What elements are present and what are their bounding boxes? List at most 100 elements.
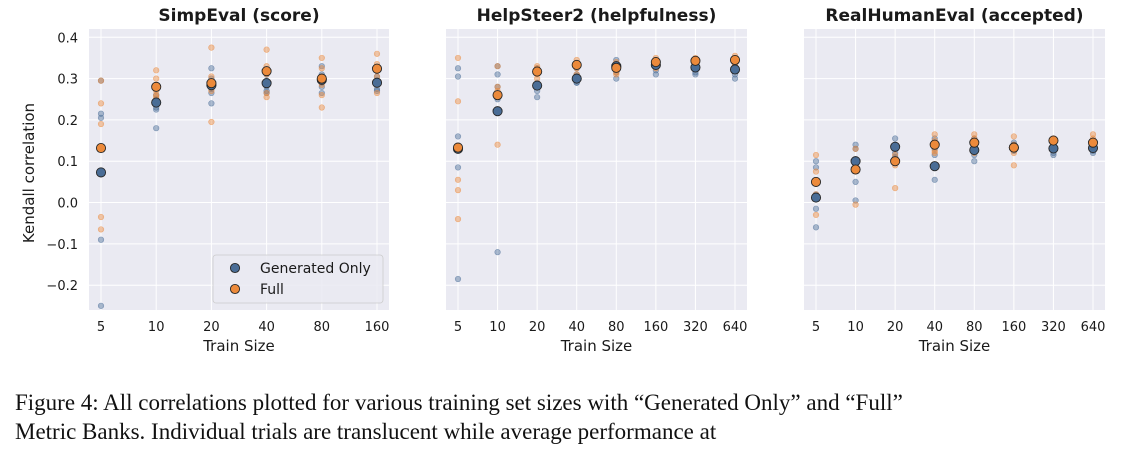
trial-point-full xyxy=(812,211,820,219)
mean-point-full xyxy=(1048,135,1059,146)
mean-point-full xyxy=(729,54,741,66)
trial-point-full xyxy=(373,89,381,97)
legend-marker-full xyxy=(229,283,241,295)
mean-point-generated xyxy=(929,161,940,172)
trial-point-full xyxy=(454,215,462,223)
mean-point-generated xyxy=(492,106,503,117)
trial-point-full xyxy=(494,141,501,148)
trial-point-full xyxy=(1010,133,1017,140)
mean-point-generated xyxy=(371,77,383,88)
trial-point-full xyxy=(263,46,270,53)
trial-point-full xyxy=(454,98,462,105)
x-tick-label: 640 xyxy=(723,320,748,335)
trial-point-generated xyxy=(494,71,501,78)
x-tick-label: 320 xyxy=(1041,320,1066,335)
trial-point-full xyxy=(454,187,462,194)
mean-point-full xyxy=(151,81,162,92)
x-tick-label: 10 xyxy=(148,320,165,335)
trial-point-full xyxy=(153,67,160,74)
y-tick-label: 0.4 xyxy=(57,31,78,46)
trial-point-generated xyxy=(892,135,899,142)
x-tick-label: 5 xyxy=(97,320,105,335)
x-tick-label: 40 xyxy=(926,320,943,335)
mean-point-full xyxy=(1087,137,1099,148)
plot-area xyxy=(446,29,747,310)
panel-3: 5 10 20 40 80 160 320 640 Train Size RealHumanEva… xyxy=(804,6,1105,355)
trial-point-generated xyxy=(454,133,462,140)
legend: Generated Only Full xyxy=(212,254,384,304)
mean-point-full xyxy=(571,59,582,71)
mean-point-full xyxy=(611,62,622,73)
trial-point-generated xyxy=(454,275,462,283)
x-tick-label: 160 xyxy=(1001,320,1026,335)
panel-title: RealHumanEval (accepted) xyxy=(825,6,1083,26)
trial-point-generated xyxy=(971,158,978,165)
x-tick-label: 80 xyxy=(608,320,625,335)
plot-area xyxy=(804,29,1105,310)
trial-point-full xyxy=(454,176,462,183)
trial-point-full xyxy=(931,149,938,157)
y-tick-label: 0.0 xyxy=(57,197,78,212)
x-tick-label: 5 xyxy=(454,320,462,335)
trial-point-generated xyxy=(494,249,501,256)
mean-point-full xyxy=(690,55,701,66)
trial-point-full xyxy=(373,50,381,57)
trial-point-full xyxy=(494,63,501,70)
mean-point-generated xyxy=(95,167,107,178)
trial-point-full xyxy=(852,145,859,152)
mean-point-full xyxy=(371,63,383,74)
trial-point-generated xyxy=(263,87,270,95)
mean-point-full xyxy=(810,176,822,187)
legend-label: Generated Only xyxy=(260,261,371,277)
trial-point-full xyxy=(931,131,938,138)
trial-point-generated xyxy=(812,224,820,231)
x-axis-label: Train Size xyxy=(918,337,991,355)
mean-point-generated xyxy=(261,78,272,89)
legend-marker-generated xyxy=(229,262,241,274)
x-tick-label: 10 xyxy=(847,320,864,335)
panel-title: HelpSteer2 (helpfulness) xyxy=(477,6,717,26)
legend-box xyxy=(212,254,384,304)
trial-point-generated xyxy=(731,75,739,82)
trial-point-generated xyxy=(812,158,820,165)
trial-point-full xyxy=(153,75,160,82)
mean-point-generated xyxy=(810,192,822,203)
trial-point-generated xyxy=(97,236,105,243)
caption-line-2: Metric Banks. Individual trials are tran… xyxy=(15,419,717,444)
trial-point-generated xyxy=(208,100,215,107)
trial-point-full xyxy=(97,77,105,84)
trial-point-full xyxy=(97,100,105,107)
trial-point-generated xyxy=(153,106,160,113)
x-tick-label: 160 xyxy=(365,320,390,335)
trial-point-generated xyxy=(208,65,215,72)
mean-point-full xyxy=(316,73,327,84)
trial-point-generated xyxy=(454,65,462,72)
mean-point-full xyxy=(1008,142,1019,153)
mean-point-full xyxy=(929,139,940,150)
trial-point-generated xyxy=(208,89,215,97)
mean-point-full xyxy=(206,78,217,89)
trial-point-generated xyxy=(812,205,820,212)
x-tick-label: 20 xyxy=(887,320,904,335)
mean-point-full xyxy=(650,57,661,68)
x-tick-label: 320 xyxy=(683,320,708,335)
mean-point-full xyxy=(492,90,503,101)
trial-point-full xyxy=(97,226,105,233)
trial-point-generated xyxy=(454,73,462,80)
mean-point-full xyxy=(532,66,543,77)
mean-point-full xyxy=(95,142,107,154)
y-tick-label: 0.3 xyxy=(57,73,78,88)
trial-point-full xyxy=(318,65,325,72)
x-tick-label: 10 xyxy=(489,320,506,335)
x-tick-label: 5 xyxy=(812,320,820,335)
trial-point-generated xyxy=(318,63,325,70)
mean-point-generated xyxy=(890,141,901,152)
trial-point-full xyxy=(208,44,215,51)
trial-point-full xyxy=(852,201,859,208)
mean-point-generated xyxy=(532,80,543,91)
trial-point-full xyxy=(263,94,270,101)
panel-1: 0.4 0.3 0.2 0.1 0.0 −0.1 −0.2 5 10 20 40 80 160 Train… xyxy=(46,6,389,355)
y-tick-label: −0.2 xyxy=(46,279,78,294)
trial-point-full xyxy=(454,54,462,62)
trial-point-generated xyxy=(652,71,659,78)
